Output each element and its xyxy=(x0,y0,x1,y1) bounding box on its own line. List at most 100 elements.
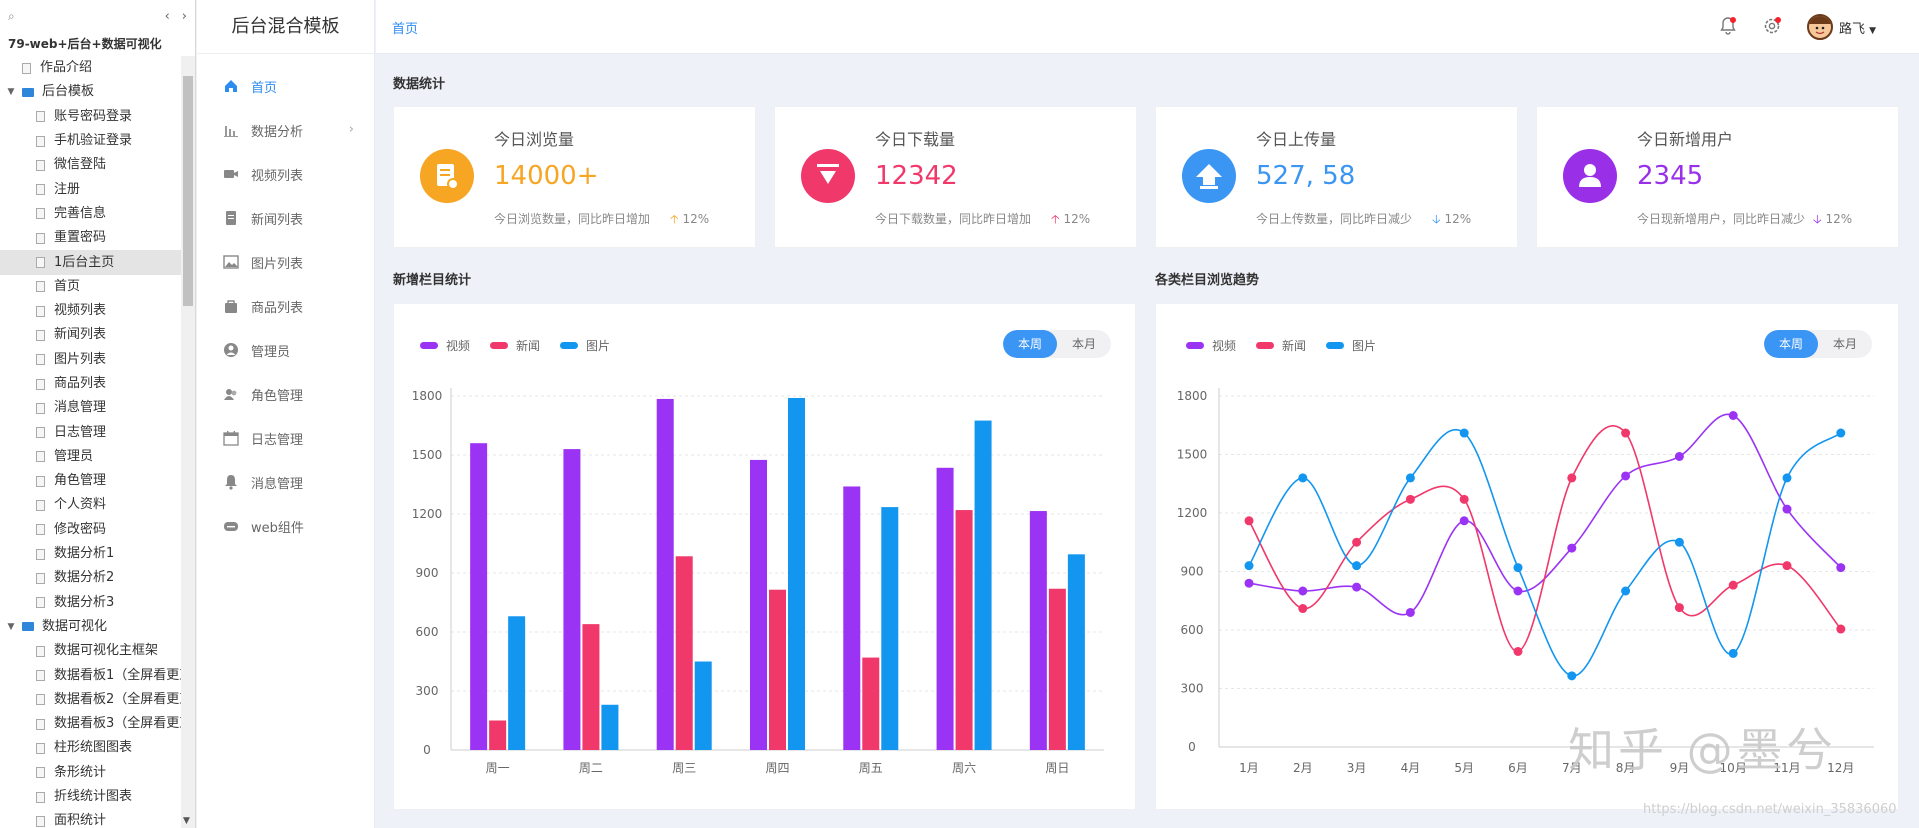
tree-file[interactable]: 折线统计图表 xyxy=(0,785,195,809)
file-icon xyxy=(22,62,31,74)
month-toggle-button[interactable]: 本月 xyxy=(1832,337,1857,351)
tree-file[interactable]: 完善信息 xyxy=(0,202,195,226)
tree-file[interactable]: 数据看板1（全屏看更直 xyxy=(0,663,195,687)
tree-root-label[interactable]: 79-web+后台+数据可视化 xyxy=(8,37,162,51)
sidebar-item-2[interactable]: 视频列表 xyxy=(197,152,374,196)
bell-icon xyxy=(223,474,239,490)
tree-folder[interactable]: ▼ 后台模板 xyxy=(0,80,195,104)
month-toggle-button[interactable]: 本月 xyxy=(1071,337,1096,351)
legend-item-image[interactable]: 图片 xyxy=(1326,337,1376,354)
legend-item-news[interactable]: 新闻 xyxy=(1256,337,1306,354)
bar-image xyxy=(694,661,712,750)
search-icon[interactable]: ⌕ xyxy=(8,8,15,23)
tree-file[interactable]: 数据分析2 xyxy=(0,566,195,590)
tree-file[interactable]: 商品列表 xyxy=(0,372,195,396)
component-icon xyxy=(223,518,239,534)
tree-scrollbar[interactable]: ▼ xyxy=(181,56,195,828)
tree-file[interactable]: 手机验证登录 xyxy=(0,129,195,153)
user-name[interactable]: 路飞 ▼ xyxy=(1839,18,1876,37)
y-tick-label: 1200 xyxy=(1177,506,1208,520)
point-news xyxy=(1459,494,1469,504)
settings-dot xyxy=(1775,17,1781,23)
forward-icon[interactable]: › xyxy=(181,8,187,24)
sidebar-item-label: 首页 xyxy=(251,80,278,96)
tree-file[interactable]: 数据可视化主框架 xyxy=(0,639,195,663)
tree-file[interactable]: 面积统计 xyxy=(0,809,195,828)
tree-file[interactable]: 新闻列表 xyxy=(0,323,195,347)
tree-file[interactable]: 角色管理 xyxy=(0,469,195,493)
week-toggle-button[interactable]: 本周 xyxy=(1003,330,1057,358)
file-icon xyxy=(36,815,45,827)
sidebar-item-5[interactable]: 商品列表 xyxy=(197,284,374,328)
tree-file[interactable]: 柱形统图图表 xyxy=(0,736,195,760)
sidebar-item-7[interactable]: 角色管理 xyxy=(197,372,374,416)
tree-file[interactable]: 账号密码登录 xyxy=(0,105,195,129)
tree-file[interactable]: 消息管理 xyxy=(0,396,195,420)
sidebar-item-0[interactable]: 首页 xyxy=(197,64,374,108)
bar-chart: 0 300 600 900 1200 1500 1800 周一 周二 周三 周四 周五 周六 周日 xyxy=(412,388,1104,775)
stat-card-users: 今日新增用户 2345 今日现新增用户，同比昨日减少 🡣 12% xyxy=(1536,106,1899,248)
scroll-thumb[interactable] xyxy=(183,76,193,306)
tree-file[interactable]: 首页 xyxy=(0,275,195,299)
line-news xyxy=(1248,425,1842,653)
expand-icon[interactable]: ▼ xyxy=(7,87,15,98)
legend-item-image[interactable]: 图片 xyxy=(560,337,610,354)
image-icon xyxy=(223,254,239,270)
tree-file[interactable]: 个人资料 xyxy=(0,493,195,517)
tree-item-label: 数据分析3 xyxy=(54,594,115,610)
tree-file[interactable]: 数据分析3 xyxy=(0,591,195,615)
y-tick-label: 900 xyxy=(416,566,439,580)
tree-file[interactable]: 管理员 xyxy=(0,445,195,469)
scroll-down-icon[interactable]: ▼ xyxy=(183,816,190,826)
tree-file[interactable]: 日志管理 xyxy=(0,420,195,444)
x-tick-label: 周二 xyxy=(579,761,603,775)
tree-file[interactable]: 条形统计 xyxy=(0,761,195,785)
file-icon xyxy=(36,111,45,123)
tree-item-label: 折线统计图表 xyxy=(54,789,133,805)
bell-icon[interactable] xyxy=(1717,15,1739,37)
legend-item-news[interactable]: 新闻 xyxy=(490,337,540,354)
breadcrumb[interactable]: 首页 xyxy=(392,22,419,37)
tree-file[interactable]: 微信登陆 xyxy=(0,153,195,177)
line-chart-card: 视频 新闻 图片 本周 本月 0 300 600 900 1200 1500 1800 1月 2… xyxy=(1155,303,1899,810)
sidebar-item-6[interactable]: 管理员 xyxy=(197,328,374,372)
legend-swatch xyxy=(490,342,509,349)
legend-item-video[interactable]: 视频 xyxy=(420,337,470,354)
bar-section-title: 新增栏目统计 xyxy=(393,273,472,288)
x-tick-label: 10月 xyxy=(1720,761,1747,775)
gear-icon[interactable] xyxy=(1761,15,1783,37)
tree-file[interactable]: 注册 xyxy=(0,177,195,201)
sidebar-item-9[interactable]: 消息管理 xyxy=(197,460,374,504)
tree-file[interactable]: 作品介绍 xyxy=(0,56,195,80)
tree-file[interactable]: 图片列表 xyxy=(0,348,195,372)
sidebar-item-8[interactable]: 日志管理 xyxy=(197,416,374,460)
tree-file[interactable]: 重置密码 xyxy=(0,226,195,250)
sidebar-item-1[interactable]: 数据分析 › xyxy=(197,108,374,152)
x-tick-label: 4月 xyxy=(1401,761,1421,775)
sidebar-item-3[interactable]: 新闻列表 xyxy=(197,196,374,240)
tree-file[interactable]: 数据分析1 xyxy=(0,542,195,566)
bar-news xyxy=(862,657,880,750)
tree-file[interactable]: 数据看板3（全屏看更直 xyxy=(0,712,195,736)
bar-news xyxy=(675,556,693,750)
tree-item-label: 管理员 xyxy=(54,448,94,464)
tree-item-label: 角色管理 xyxy=(54,473,107,489)
week-toggle-button[interactable]: 本周 xyxy=(1764,330,1818,358)
tree-file[interactable]: 数据看板2（全屏看更直 xyxy=(0,688,195,712)
avatar[interactable] xyxy=(1807,14,1833,40)
tree-folder[interactable]: ▼ 数据可视化 xyxy=(0,615,195,639)
sidebar-item-10[interactable]: web组件 xyxy=(197,504,374,548)
sidebar-item-4[interactable]: 图片列表 xyxy=(197,240,374,284)
tree-file[interactable]: 视频列表 xyxy=(0,299,195,323)
back-icon[interactable]: ‹ xyxy=(164,8,170,24)
tree-file[interactable]: 修改密码 xyxy=(0,518,195,542)
tree-item-label: 数据看板3（全屏看更直 xyxy=(54,716,193,732)
tree-item-label: 修改密码 xyxy=(54,521,107,537)
tree-item-label: 新闻列表 xyxy=(54,327,107,343)
expand-icon[interactable]: ▼ xyxy=(7,621,15,632)
tree-file[interactable]: 1后台主页 xyxy=(0,250,195,275)
y-tick-label: 1800 xyxy=(412,389,443,403)
point-news xyxy=(1782,561,1792,571)
legend-item-video[interactable]: 视频 xyxy=(1186,337,1236,354)
home-icon xyxy=(223,78,239,94)
